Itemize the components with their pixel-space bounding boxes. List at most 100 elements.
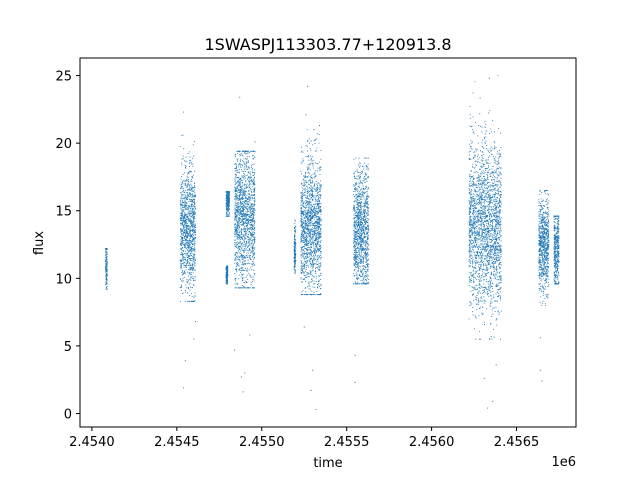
data-point — [234, 196, 236, 198]
data-point — [293, 249, 295, 251]
data-point — [249, 240, 250, 242]
data-point — [356, 244, 358, 246]
data-point — [252, 246, 254, 248]
data-point — [234, 156, 236, 157]
data-point — [187, 279, 189, 281]
data-point — [302, 252, 304, 254]
data-point — [244, 216, 246, 217]
data-point — [307, 203, 309, 205]
data-point — [300, 242, 302, 244]
data-point — [303, 258, 305, 259]
data-point — [192, 267, 194, 269]
data-point — [180, 188, 182, 189]
data-point — [189, 228, 191, 230]
data-point — [320, 254, 322, 256]
data-point — [238, 233, 239, 235]
data-point — [236, 227, 238, 229]
data-point — [192, 213, 194, 215]
data-point — [359, 177, 361, 179]
data-point — [191, 242, 193, 244]
data-point — [240, 191, 241, 193]
data-point — [187, 204, 189, 206]
data-point — [242, 206, 243, 208]
data-point — [307, 243, 309, 245]
data-point — [305, 191, 307, 193]
data-point — [237, 198, 239, 200]
data-point — [305, 207, 307, 209]
data-point — [225, 208, 227, 210]
data-point — [245, 180, 247, 182]
data-point — [308, 253, 310, 255]
data-point — [194, 223, 196, 225]
data-point — [185, 205, 187, 207]
data-point — [188, 225, 190, 227]
data-point — [310, 182, 312, 184]
data-point — [315, 206, 317, 208]
data-point — [227, 197, 229, 199]
data-point — [249, 173, 251, 174]
data-point — [250, 212, 252, 214]
data-point — [191, 187, 193, 189]
data-point — [187, 225, 189, 227]
data-point — [188, 184, 190, 186]
data-point — [250, 235, 252, 237]
data-point — [301, 230, 303, 232]
data-point — [228, 194, 230, 196]
data-point — [194, 186, 196, 188]
data-point — [295, 243, 297, 245]
data-point — [310, 163, 312, 165]
data-point — [180, 223, 182, 225]
data-point — [304, 220, 306, 222]
data-point — [302, 233, 303, 235]
data-point — [315, 174, 317, 176]
data-point — [365, 242, 367, 244]
data-point — [306, 210, 308, 212]
data-point — [252, 216, 254, 218]
data-point — [313, 254, 315, 256]
data-point — [180, 219, 182, 221]
data-point — [318, 207, 320, 209]
data-point — [189, 272, 191, 273]
data-point — [235, 168, 237, 170]
data-point — [304, 257, 306, 259]
data-point — [245, 243, 247, 245]
data-point — [105, 253, 107, 255]
data-point — [240, 153, 242, 155]
data-point — [237, 230, 238, 232]
data-point — [249, 204, 251, 206]
data-point — [240, 254, 242, 256]
data-point — [238, 238, 240, 240]
data-point — [193, 199, 195, 201]
data-point — [192, 264, 193, 266]
data-point — [313, 211, 315, 213]
data-point — [242, 176, 244, 178]
data-point — [302, 255, 304, 257]
data-point — [294, 219, 296, 221]
data-point — [194, 182, 196, 184]
data-point — [301, 246, 303, 248]
data-point — [226, 204, 228, 206]
data-point — [308, 226, 310, 227]
data-point — [307, 294, 309, 296]
data-point — [191, 251, 193, 253]
data-point — [305, 228, 307, 229]
data-point — [318, 188, 320, 190]
data-point — [300, 238, 302, 240]
data-point — [185, 242, 187, 244]
data-point — [302, 247, 304, 248]
data-point — [244, 228, 246, 230]
data-point — [303, 206, 304, 208]
data-point — [300, 221, 302, 222]
data-point — [244, 280, 246, 282]
data-point — [317, 191, 319, 193]
data-point — [238, 226, 240, 228]
data-point — [302, 271, 304, 273]
data-point — [241, 224, 243, 226]
data-point — [253, 269, 255, 271]
data-point — [248, 203, 250, 205]
data-point — [185, 160, 187, 162]
data-point — [237, 247, 239, 249]
data-point — [193, 220, 195, 222]
data-point — [304, 226, 306, 228]
data-point — [363, 209, 365, 211]
